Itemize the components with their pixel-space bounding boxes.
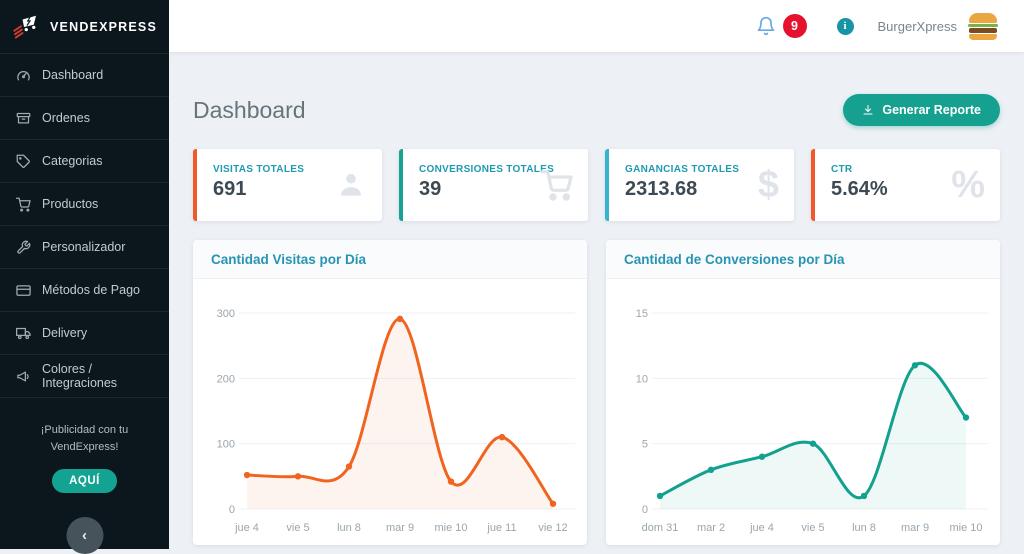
svg-text:vie 5: vie 5	[801, 522, 824, 534]
person-icon	[335, 169, 367, 201]
cart-icon	[541, 169, 573, 201]
tag-icon	[16, 154, 30, 168]
svg-text:300: 300	[217, 308, 235, 320]
stats-row: VISITAS TOTALES 691 CONVERSIONES TOTALES…	[193, 149, 1000, 221]
svg-text:200: 200	[217, 373, 235, 385]
conversiones-line-chart[interactable]: 0 5 10 15 dom 31 mar 2 jue 4 vie 5 lun 8 mar 9 mie…	[606, 279, 1000, 544]
stat-value: 39	[419, 178, 442, 200]
download-icon	[863, 105, 873, 115]
sidebar-item-label: Dashboard	[42, 68, 104, 82]
dollar-icon: $	[757, 164, 779, 206]
chart-title: Cantidad Visitas por Día	[193, 240, 587, 279]
sidebar-item-dashboard[interactable]: Dashboard	[0, 54, 169, 97]
sidebar-item-label: Ordenes	[42, 111, 90, 125]
sidebar-nav: Dashboard Ordenes Categorias Productos P…	[0, 54, 169, 398]
svg-text:jue 4: jue 4	[234, 522, 259, 534]
promo-aqui-button[interactable]: AQUÍ	[52, 469, 117, 494]
sidebar-collapse-button[interactable]: ‹	[66, 517, 103, 554]
svg-text:5: 5	[642, 439, 648, 451]
svg-text:0: 0	[642, 504, 648, 516]
svg-text:lun 8: lun 8	[337, 522, 361, 534]
sidebar-item-personalizador[interactable]: Personalizador	[0, 226, 169, 269]
sidebar-item-label: Delivery	[42, 326, 88, 340]
stat-card-visitas: VISITAS TOTALES 691	[193, 149, 382, 221]
page-title: Dashboard	[193, 96, 306, 123]
visitas-line-chart[interactable]: 0 100 200 300 jue 4 vie 5 lun 8 mar 9 mie 10 jue …	[193, 279, 587, 544]
svg-text:10: 10	[636, 373, 648, 385]
svg-text:mar 9: mar 9	[901, 522, 929, 534]
sidebar-item-categorias[interactable]: Categorias	[0, 140, 169, 183]
info-icon[interactable]: i	[836, 17, 854, 35]
sidebar-item-colores-integraciones[interactable]: Colores / Integraciones	[0, 355, 169, 398]
user-avatar-burger-icon[interactable]	[968, 12, 998, 40]
wrench-icon	[17, 240, 31, 254]
stat-value: 691	[213, 178, 247, 200]
orders-box-icon	[16, 112, 31, 123]
stat-card-conversiones: CONVERSIONES TOTALES 39	[399, 149, 588, 221]
credit-card-icon	[16, 284, 31, 296]
vendexpress-logo-icon	[13, 15, 37, 38]
conversiones-chart-card: Cantidad de Conversiones por Día 0 5 10 15 d…	[606, 240, 1000, 545]
stat-value: 5.64%	[831, 178, 888, 200]
brand-logo-row[interactable]: VENDEXPRESS	[0, 0, 169, 54]
sidebar-item-productos[interactable]: Productos	[0, 183, 169, 226]
sidebar-item-label: Colores / Integraciones	[42, 362, 118, 390]
svg-text:mar 9: mar 9	[386, 522, 414, 534]
stat-card-ganancias: GANANCIAS TOTALES 2313.68 $	[605, 149, 794, 221]
stat-label: VISITAS TOTALES	[213, 164, 305, 175]
user-name[interactable]: BurgerXpress	[877, 18, 957, 34]
sidebar-item-label: Métodos de Pago	[42, 283, 140, 297]
cart-icon	[16, 197, 31, 212]
gauge-icon	[17, 70, 30, 80]
generar-reporte-button[interactable]: Generar Reporte	[843, 94, 1000, 126]
chart-title: Cantidad de Conversiones por Día	[606, 240, 1000, 279]
stat-label: CONVERSIONES TOTALES	[419, 164, 555, 175]
stat-card-ctr: CTR 5.64% %	[811, 149, 1000, 221]
svg-text:lun 8: lun 8	[852, 522, 876, 534]
sidebar-item-label: Personalizador	[42, 240, 126, 254]
stat-value: 2313.68	[625, 178, 698, 200]
svg-text:0: 0	[229, 504, 235, 516]
chevron-left-icon: ‹	[82, 527, 87, 544]
svg-text:jue 11: jue 11	[486, 522, 516, 534]
svg-text:vie 5: vie 5	[286, 522, 309, 534]
visitas-chart-card: Cantidad Visitas por Día 0 100 200 300 jue 4…	[193, 240, 587, 545]
svg-text:mie 10: mie 10	[434, 522, 467, 534]
stat-label: CTR	[831, 164, 853, 175]
svg-text:dom 31: dom 31	[642, 522, 679, 534]
sidebar: VENDEXPRESS Dashboard Ordenes Categorias…	[0, 0, 169, 554]
stat-label: GANANCIAS TOTALES	[625, 164, 740, 175]
percent-icon: %	[951, 164, 985, 206]
truck-icon	[16, 327, 31, 339]
topbar: 9 i BurgerXpress	[169, 0, 1024, 52]
svg-text:mar 2: mar 2	[697, 522, 725, 534]
svg-text:vie 12: vie 12	[538, 522, 567, 534]
sidebar-item-label: Productos	[42, 197, 99, 211]
notification-count-badge[interactable]: 9	[782, 14, 807, 38]
megaphone-icon	[17, 371, 29, 381]
sidebar-item-metodos-de-pago[interactable]: Métodos de Pago	[0, 269, 169, 312]
svg-text:mie 10: mie 10	[949, 522, 982, 534]
bell-icon[interactable]	[756, 16, 776, 36]
sidebar-item-delivery[interactable]: Delivery	[0, 312, 169, 355]
charts-row: Cantidad Visitas por Día 0 100 200 300 jue 4…	[193, 240, 1000, 545]
main-content: Dashboard Generar Reporte VISITAS TOTALE…	[169, 52, 1024, 549]
brand-name: VENDEXPRESS	[50, 19, 157, 34]
svg-text:15: 15	[636, 308, 648, 320]
svg-text:jue 4: jue 4	[749, 522, 774, 534]
sidebar-promo-text: ¡Publicidad con tu VendExpress!	[40, 424, 129, 454]
sidebar-item-ordenes[interactable]: Ordenes	[0, 97, 169, 140]
sidebar-item-label: Categorias	[42, 154, 103, 168]
svg-text:100: 100	[217, 439, 235, 451]
